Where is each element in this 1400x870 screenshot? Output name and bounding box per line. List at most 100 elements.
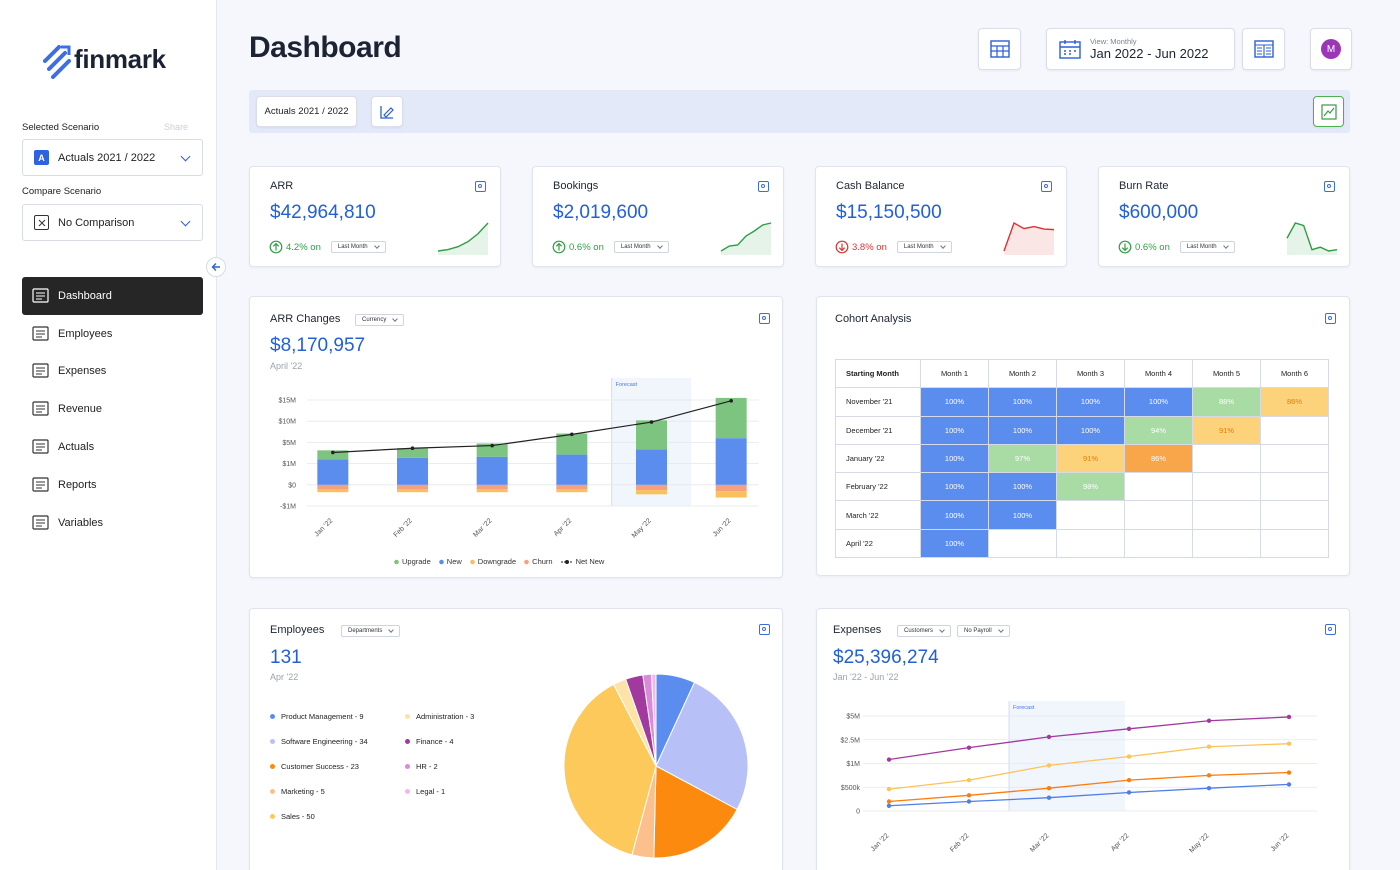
cohort-cell: 94%	[1124, 415, 1193, 445]
legend-label: Administration - 3	[416, 712, 475, 721]
icon-shape	[32, 401, 49, 416]
legend-item: Churn	[524, 557, 553, 566]
legend-item: Net New	[560, 557, 604, 566]
scenario-button[interactable]: Actuals 2021 / 2022	[256, 96, 357, 127]
cohort-cell: 100%	[1056, 415, 1125, 445]
nav-item[interactable]: Reports	[22, 466, 203, 504]
kpi-change: 0.6% on Last Month	[1118, 240, 1235, 254]
settings-button[interactable]	[758, 181, 769, 192]
row-label: March '22	[835, 500, 921, 530]
trend-arrow	[838, 243, 846, 252]
legend-dot	[469, 559, 475, 564]
cohort-cell: 86%	[1124, 443, 1193, 474]
bar-segment	[476, 456, 508, 485]
kpi-change-text: 0.6% on	[1135, 241, 1170, 253]
compare-name: No Comparison	[58, 216, 135, 229]
legend-item: Administration - 3	[405, 712, 474, 721]
pie-slice	[653, 765, 738, 859]
x-tick-label: Feb '22	[949, 832, 970, 853]
expense-line	[888, 771, 1290, 803]
avatar: M	[1321, 39, 1341, 59]
settings-button[interactable]	[1325, 624, 1336, 635]
card-title: Cohort Analysis	[835, 313, 912, 325]
legend-item: Product Management - 9	[270, 712, 364, 721]
kpi-card: ARR $42,964,810 4.2% on Last Month	[249, 166, 501, 267]
edit-scenario-button[interactable]	[371, 96, 403, 127]
sparkline-area	[438, 223, 488, 255]
selected-scenario-label: Selected Scenario	[22, 122, 100, 133]
settings-button[interactable]	[1324, 181, 1335, 192]
cohort-cell: 100%	[988, 472, 1057, 502]
pie-slice	[651, 673, 657, 767]
legend-label: Upgrade	[402, 557, 431, 566]
view-label: View: Monthly	[1090, 37, 1137, 46]
dropdown[interactable]: Customers	[897, 625, 952, 637]
sparkline-line	[1286, 222, 1338, 252]
bar-segment	[715, 438, 747, 485]
layout-button[interactable]	[1242, 28, 1285, 70]
collapse-button[interactable]	[206, 257, 226, 277]
legend-dot	[394, 559, 399, 564]
nav-item[interactable]: Employees	[22, 315, 203, 353]
period-dropdown[interactable]: Last Month	[613, 241, 669, 253]
share-link[interactable]: Share	[164, 122, 189, 132]
dropdown[interactable]: No Payroll	[957, 625, 1010, 637]
dropdown[interactable]: Currency	[355, 314, 405, 326]
nav-item[interactable]: Dashboard	[22, 277, 203, 315]
nav-item[interactable]: Variables	[22, 504, 203, 542]
kpi-title: ARR	[270, 180, 294, 192]
settings-button[interactable]	[475, 181, 486, 192]
compare-select[interactable]: No Comparison	[22, 204, 203, 241]
cohort-cell: 100%	[1124, 387, 1193, 417]
settings-button[interactable]	[759, 624, 770, 635]
x-tick-label: Mar '22	[1029, 832, 1050, 853]
kpi-change-text: 3.8% on	[852, 241, 887, 253]
scenario-badge: A	[34, 150, 49, 165]
row-label: February '22	[835, 472, 921, 502]
period-dropdown[interactable]: Last Month	[896, 241, 952, 253]
forecast-label: Forecast	[616, 382, 638, 388]
settings-button[interactable]	[759, 313, 770, 324]
nav-label: Actuals	[58, 441, 95, 454]
bar-segment	[317, 484, 349, 490]
nav-item[interactable]: Actuals	[22, 428, 203, 466]
expense-point	[966, 793, 972, 798]
scenario-select[interactable]: A Actuals 2021 / 2022	[22, 139, 203, 176]
column-header: Month 4	[1124, 358, 1193, 389]
sparkline-area	[721, 223, 771, 255]
kpi-change: 4.2% on Last Month	[269, 240, 386, 254]
nav-item[interactable]: Revenue	[22, 390, 203, 428]
nav-item[interactable]: Expenses	[22, 353, 203, 391]
period-text: View: Monthly Jan 2022 - Jun 2022	[1090, 37, 1209, 61]
trend-icon	[269, 240, 283, 254]
cohort-row: December '21 100% 100% 100% 94% 91%	[835, 415, 1329, 445]
add-chart-button[interactable]	[1313, 96, 1344, 127]
card-subtitle: Jan '22 - Jun '22	[833, 672, 899, 682]
expense-point	[1206, 786, 1212, 791]
period-dropdown[interactable]: Last Month	[1179, 241, 1235, 253]
dropdown[interactable]: Departments	[341, 625, 401, 637]
period-selector[interactable]: View: Monthly Jan 2022 - Jun 2022	[1046, 28, 1235, 70]
settings-button[interactable]	[1325, 313, 1336, 324]
trend-icon	[552, 240, 566, 254]
arr-chart: Forecast -$1M $0 $1M $5M $10M $15M Jan '22 Feb '…	[278, 378, 759, 540]
bar-segment	[715, 491, 747, 498]
period-dropdown[interactable]: Last Month	[330, 241, 386, 253]
expense-point	[886, 786, 892, 792]
cohort-cell: 100%	[988, 500, 1057, 530]
legend-dot	[524, 559, 529, 564]
settings-button[interactable]	[1041, 181, 1052, 192]
account-button[interactable]: M	[1310, 28, 1352, 70]
kpi-value: $42,964,810	[270, 202, 376, 223]
table-button[interactable]	[978, 28, 1021, 70]
column-header: Month 5	[1192, 358, 1261, 389]
compare-scenario-label: Compare Scenario	[22, 186, 102, 197]
compare-icon	[34, 215, 49, 230]
kpi-card: Burn Rate $600,000 0.6% on Last Month	[1098, 166, 1350, 267]
legend-label: Customer Success - 23	[281, 762, 359, 771]
column-header: Month 6	[1260, 358, 1329, 389]
x-tick-label: Apr '22	[1110, 832, 1131, 853]
expense-line	[888, 743, 1290, 790]
bar-segment	[556, 433, 588, 455]
legend-item: New	[438, 557, 462, 566]
